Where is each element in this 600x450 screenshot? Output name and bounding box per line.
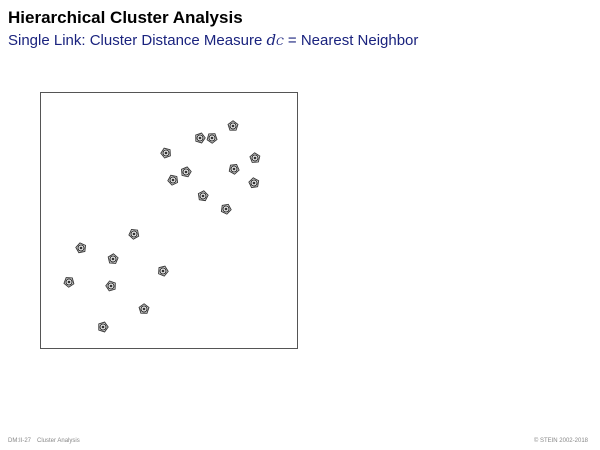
data-point	[167, 174, 179, 186]
data-point	[107, 253, 119, 264]
distance-symbol: d	[266, 31, 277, 49]
slide-subtitle: Single Link: Cluster Distance Measure dC…	[8, 31, 418, 49]
data-point	[227, 120, 239, 131]
data-point	[228, 164, 240, 175]
footer-copyright: © STEIN 2002-2018	[533, 438, 588, 444]
data-point	[158, 265, 169, 277]
data-point	[98, 321, 109, 333]
data-point	[220, 203, 232, 215]
cluster-scatter-plot	[40, 92, 298, 349]
subtitle-suffix: = Nearest Neighbor	[287, 32, 419, 49]
data-point	[75, 242, 86, 254]
data-point	[248, 177, 260, 189]
data-point	[138, 303, 150, 314]
footer-section: Cluster Analysis	[37, 438, 80, 444]
data-point	[128, 228, 140, 240]
data-point	[105, 280, 116, 292]
footer-page: DM:II-27	[8, 438, 32, 444]
data-point	[197, 190, 209, 202]
subtitle-prefix: Single Link: Cluster Distance Measure	[8, 32, 263, 49]
data-point	[195, 132, 206, 144]
data-point	[63, 277, 75, 288]
data-point	[249, 152, 261, 163]
data-point	[160, 147, 171, 159]
slide-title: Hierarchical Cluster Analysis	[8, 8, 243, 27]
footer-left: DM:II-27 Cluster Analysis	[8, 438, 80, 444]
data-point	[181, 166, 192, 178]
distance-subscript: C	[276, 37, 284, 48]
scatter-canvas	[63, 120, 261, 333]
data-point	[206, 133, 218, 144]
